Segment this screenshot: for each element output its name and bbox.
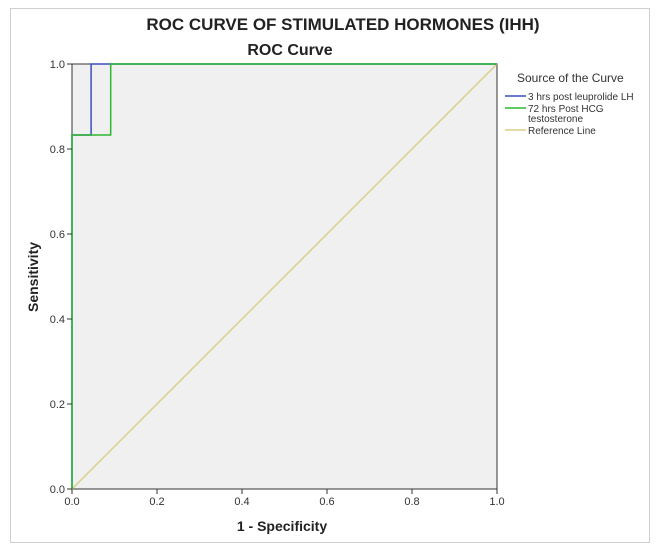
x-tick-label: 0.8 — [404, 496, 419, 508]
legend-label-0: 3 hrs post leuprolide LH — [528, 92, 634, 103]
legend: Source of the Curve 3 hrs post leuprolid… — [505, 71, 634, 137]
series-layer — [71, 63, 498, 490]
x-tick-label: 0.4 — [234, 496, 249, 508]
y-tick-label: 0.8 — [50, 144, 65, 156]
legend-label-2: Reference Line — [528, 126, 596, 137]
y-tick-label: 0.6 — [50, 229, 65, 241]
y-tick-label: 0.0 — [50, 484, 65, 496]
y-tick-label: 0.4 — [50, 314, 65, 326]
series-line-1 — [71, 63, 497, 489]
y-tick-label: 1.0 — [50, 59, 65, 71]
x-tick-label: 0.6 — [319, 496, 334, 508]
legend-title: Source of the Curve — [517, 71, 624, 85]
series-line-2 — [71, 63, 498, 490]
chart-title: ROC CURVE OF STIMULATED HORMONES (IHH) — [146, 15, 539, 34]
axis-layer: 0.0 0.2 0.4 0.6 0.8 1.0 0.0 0.2 0.4 0.6 0.8 1.0 — [50, 59, 505, 508]
legend-label-1: 72 hrs Post HCG — [528, 104, 604, 115]
x-axis-label: 1 - Specificity — [237, 518, 327, 534]
legend-label-1: testosterone — [528, 114, 583, 125]
chart-subtitle: ROC Curve — [247, 42, 332, 59]
x-tick-label: 1.0 — [489, 496, 504, 508]
x-tick-label: 0.2 — [149, 496, 164, 508]
x-tick-label: 0.0 — [64, 496, 79, 508]
y-axis-label: Sensitivity — [25, 242, 41, 312]
y-tick-label: 0.2 — [50, 399, 65, 411]
